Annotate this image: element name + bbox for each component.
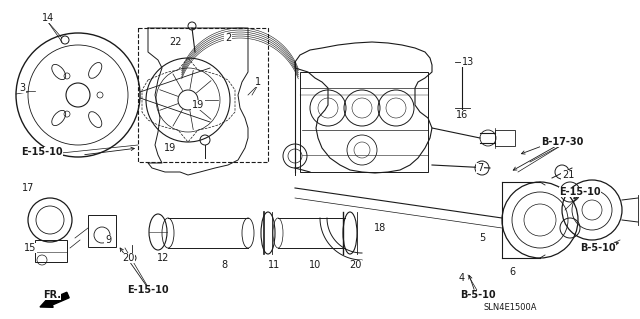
Text: 22: 22	[169, 37, 181, 47]
Text: 19: 19	[192, 100, 204, 110]
Text: E-15-10: E-15-10	[21, 147, 63, 157]
Text: 12: 12	[157, 253, 169, 263]
Text: 17: 17	[22, 183, 34, 193]
Text: E-15-10: E-15-10	[127, 285, 169, 295]
Text: E-15-10: E-15-10	[559, 187, 601, 197]
FancyArrow shape	[40, 292, 69, 307]
Text: 5: 5	[479, 233, 485, 243]
Text: 21: 21	[562, 170, 574, 180]
Text: 10: 10	[309, 260, 321, 270]
Text: FR.: FR.	[43, 290, 61, 300]
Bar	[300, 72, 428, 172]
Text: 20: 20	[122, 253, 134, 263]
Bar	[35, 240, 67, 262]
Text: 14: 14	[42, 13, 54, 23]
Text: 13: 13	[462, 57, 474, 67]
Bar	[495, 130, 515, 146]
Text: 4: 4	[459, 273, 465, 283]
Bar	[88, 215, 116, 247]
Bar	[138, 28, 268, 162]
Text: 20: 20	[349, 260, 361, 270]
Text: 15: 15	[24, 243, 36, 253]
Text: 8: 8	[221, 260, 227, 270]
Text: B-5-10: B-5-10	[460, 290, 496, 300]
Text: B-17-30: B-17-30	[541, 137, 583, 147]
Text: 16: 16	[456, 110, 468, 120]
Text: 11: 11	[268, 260, 280, 270]
Text: 3: 3	[19, 83, 25, 93]
Text: SLN4E1500A: SLN4E1500A	[483, 303, 537, 313]
Text: 18: 18	[374, 223, 386, 233]
Text: 9: 9	[105, 235, 111, 245]
Text: 7: 7	[477, 163, 483, 173]
Text: 2: 2	[225, 33, 231, 43]
Text: 1: 1	[255, 77, 261, 87]
Text: 6: 6	[509, 267, 515, 277]
Text: 19: 19	[164, 143, 176, 153]
Text: B-5-10: B-5-10	[580, 243, 616, 253]
